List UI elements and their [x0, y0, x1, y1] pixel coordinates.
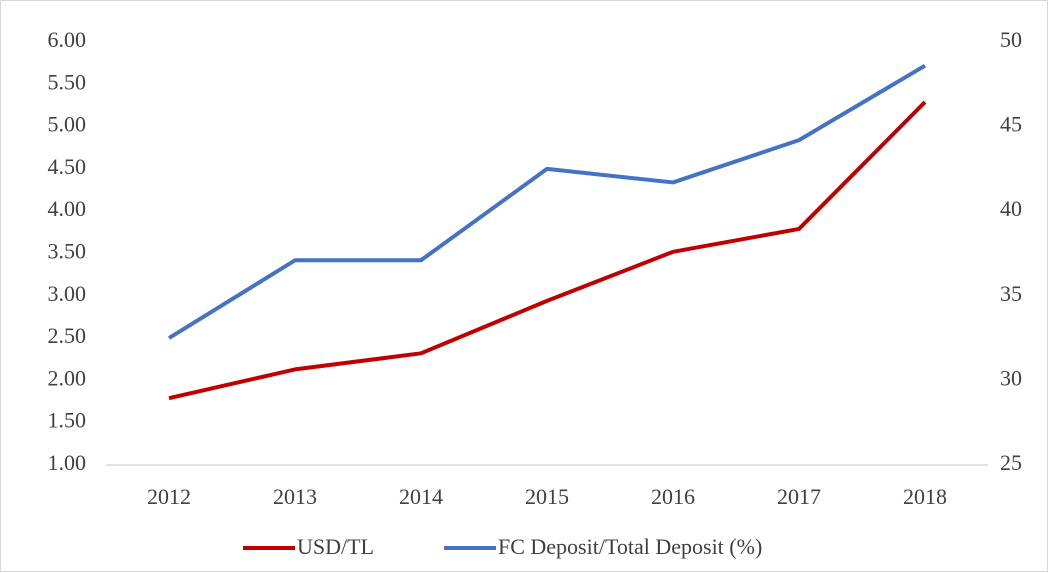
y2-tick-label: 30 — [1000, 365, 1022, 390]
y-tick-label: 4.00 — [48, 196, 87, 221]
y2-tick-label: 50 — [1000, 27, 1022, 52]
y-tick-label: 3.50 — [48, 239, 87, 264]
series-line — [168, 100, 927, 401]
y-tick-label: 4.50 — [48, 154, 87, 179]
x-tick-label: 2018 — [903, 484, 947, 509]
legend-label: USD/TL — [297, 534, 374, 559]
legend-label: FC Deposit/Total Deposit (%) — [498, 534, 762, 559]
y2-tick-label: 35 — [1000, 281, 1022, 306]
y2-tick-label: 40 — [1000, 196, 1022, 221]
x-tick-label: 2012 — [147, 484, 191, 509]
y-tick-label: 2.00 — [48, 365, 87, 390]
x-tick-label: 2013 — [273, 484, 317, 509]
y-tick-label: 2.50 — [48, 323, 87, 348]
series-line — [167, 63, 927, 340]
x-tick-label: 2014 — [399, 484, 443, 509]
y2-tick-label: 25 — [1000, 450, 1022, 475]
y-tick-label: 5.00 — [48, 112, 87, 137]
y-tick-label: 6.00 — [48, 27, 87, 52]
y-tick-label: 5.50 — [48, 69, 87, 94]
x-tick-label: 2017 — [777, 484, 821, 509]
y-tick-label: 3.00 — [48, 281, 87, 306]
y2-tick-label: 45 — [1000, 112, 1022, 137]
x-tick-label: 2016 — [651, 484, 695, 509]
x-tick-label: 2015 — [525, 484, 569, 509]
y-tick-label: 1.00 — [48, 450, 87, 475]
y-tick-label: 1.50 — [48, 408, 87, 433]
